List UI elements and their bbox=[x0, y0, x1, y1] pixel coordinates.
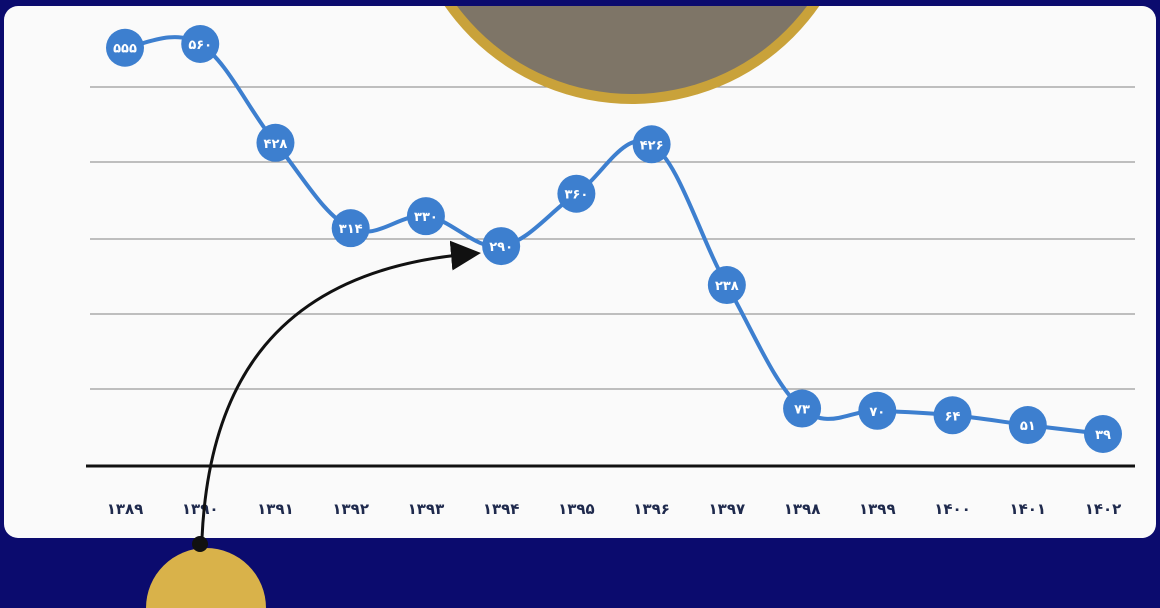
data-label: ۶۴ bbox=[945, 409, 961, 424]
line-chart: ۱۳۸۹ ۱۳۹۰ ۱۳۹۱ ۱۳۹۲ ۱۳۹۳ ۱۳۹۴ ۱۳۹۵ ۱۳۹۶ ۱۳۹۷ ۱۳۹۸… bbox=[86, 6, 1135, 538]
decorative-photo-circle bbox=[444, 6, 820, 104]
data-point: ۲۹۰ bbox=[482, 227, 521, 266]
x-tick-label: ۱۳۹۲ bbox=[332, 500, 369, 518]
data-label: ۳۶۰ bbox=[564, 188, 588, 203]
data-point: ۴۲۶ bbox=[632, 125, 671, 164]
x-tick-label: ۱۳۹۵ bbox=[558, 500, 595, 518]
data-points: ۵۵۵ ۵۶۰ ۴۲۸ ۳۱۴ ۳۳۰ ۲۹۰ ۳۶۰ ۴۲۶ ۲۳۸ ۷۳ ۷۰ ۶۴ ۵۱ ۳۹ bbox=[106, 25, 1122, 453]
data-label: ۳۹ bbox=[1095, 428, 1111, 443]
x-tick-label: ۱۳۹۹ bbox=[859, 500, 896, 518]
x-tick-labels: ۱۳۸۹ ۱۳۹۰ ۱۳۹۱ ۱۳۹۲ ۱۳۹۳ ۱۳۹۴ ۱۳۹۵ ۱۳۹۶ ۱۳۹۷ ۱۳۹۸… bbox=[107, 500, 1122, 518]
data-point: ۷۳ bbox=[783, 389, 822, 428]
data-point: ۷۰ bbox=[858, 391, 897, 430]
data-point-marker bbox=[1084, 415, 1122, 453]
data-point: ۳۹ bbox=[1084, 415, 1122, 453]
data-point: ۲۳۸ bbox=[707, 266, 746, 305]
data-point: ۵۱ bbox=[1008, 406, 1047, 445]
x-tick-label: ۱۳۹۱ bbox=[257, 500, 294, 518]
data-label: ۲۹۰ bbox=[489, 240, 513, 255]
data-point: ۳۶۰ bbox=[557, 174, 596, 213]
data-point-marker bbox=[783, 389, 822, 428]
data-point-marker bbox=[406, 197, 445, 236]
x-tick-label: ۱۳۹۳ bbox=[408, 500, 445, 518]
data-point-marker bbox=[1008, 406, 1047, 445]
x-tick-label: ۱۳۸۹ bbox=[107, 500, 144, 518]
data-point-marker bbox=[707, 266, 746, 305]
gridlines bbox=[90, 86, 1135, 390]
data-label: ۷۰ bbox=[869, 405, 885, 420]
x-tick-label: ۱۳۹۸ bbox=[784, 500, 821, 518]
callout-arrow bbox=[200, 240, 481, 538]
x-tick-label: ۱۴۰۰ bbox=[934, 500, 971, 518]
data-label: ۷۳ bbox=[794, 403, 810, 418]
x-tick-label: ۱۳۹۶ bbox=[633, 500, 670, 518]
x-tick-label: ۱۴۰۱ bbox=[1009, 500, 1046, 518]
data-point: ۵۶۰ bbox=[181, 25, 220, 63]
data-point-marker bbox=[632, 125, 671, 164]
data-label: ۴۲۸ bbox=[264, 137, 288, 152]
data-point-marker bbox=[106, 28, 144, 67]
data-point: ۶۴ bbox=[933, 396, 972, 435]
data-point-marker bbox=[331, 209, 370, 248]
x-tick-label: ۱۴۰۲ bbox=[1085, 500, 1122, 518]
data-point-marker bbox=[858, 391, 897, 430]
data-label: ۲۳۸ bbox=[715, 279, 739, 294]
data-label: ۴۲۶ bbox=[640, 138, 664, 153]
chart-panel: ۱۳۸۹ ۱۳۹۰ ۱۳۹۱ ۱۳۹۲ ۱۳۹۳ ۱۳۹۴ ۱۳۹۵ ۱۳۹۶ ۱۳۹۷ ۱۳۹۸… bbox=[4, 6, 1156, 538]
bottom-badge bbox=[146, 548, 266, 608]
data-label: ۳۳۰ bbox=[414, 210, 438, 225]
callout-dot bbox=[192, 536, 208, 552]
data-label: ۳۱۴ bbox=[339, 222, 363, 237]
x-tick-label: ۱۳۹۴ bbox=[483, 500, 520, 518]
data-label: ۵۵۵ bbox=[113, 42, 137, 57]
x-tick-label: ۱۳۹۰ bbox=[182, 500, 219, 518]
data-point: ۵۵۵ bbox=[106, 28, 144, 67]
x-tick-label: ۱۳۹۷ bbox=[709, 500, 746, 518]
data-point-marker bbox=[256, 123, 295, 162]
data-point-marker bbox=[181, 25, 220, 63]
data-point-marker bbox=[482, 227, 521, 266]
data-point: ۳۳۰ bbox=[406, 197, 445, 236]
data-point: ۳۱۴ bbox=[331, 209, 370, 248]
data-point: ۴۲۸ bbox=[256, 123, 295, 162]
data-point-marker bbox=[933, 396, 972, 435]
data-point-marker bbox=[557, 174, 596, 213]
data-label: ۵۱ bbox=[1020, 419, 1036, 434]
data-label: ۵۶۰ bbox=[188, 38, 212, 53]
